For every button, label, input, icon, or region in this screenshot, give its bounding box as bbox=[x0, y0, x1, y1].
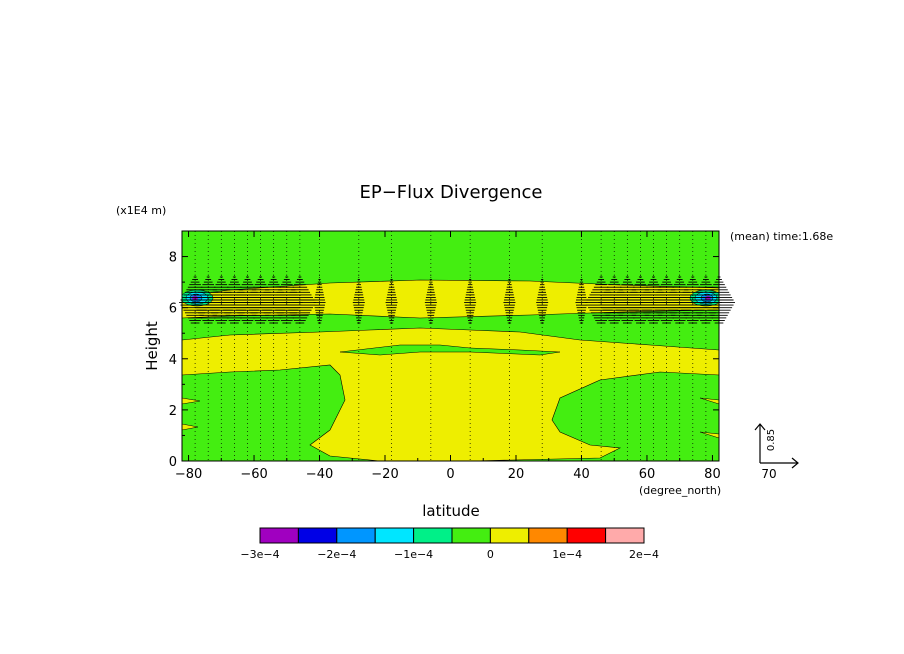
colorbar-label: −2e−4 bbox=[317, 548, 356, 561]
y-tick-label: 6 bbox=[169, 302, 177, 317]
x-tick-label: 40 bbox=[573, 467, 590, 482]
x-tick-label: −20 bbox=[371, 467, 398, 482]
x-tick-label: 80 bbox=[704, 467, 721, 482]
colorbar-label: 1e−4 bbox=[552, 548, 582, 561]
y-tick-label: 8 bbox=[169, 251, 177, 266]
x-unit-label: (degree_north) bbox=[639, 484, 721, 497]
side-note: (mean) time:1.68e bbox=[730, 230, 833, 243]
vector-ref-y-value: 0.85 bbox=[766, 429, 777, 451]
y-axis: 0 2 4 6 8 bbox=[169, 251, 719, 470]
y-tick-label: 0 bbox=[169, 455, 177, 470]
colorbar-swatch bbox=[489, 527, 530, 544]
y-axis-label: Height bbox=[143, 321, 161, 371]
x-axis: −80 −60 −40 −20 0 20 40 60 80 bbox=[175, 231, 721, 482]
vector-column bbox=[283, 274, 316, 324]
patch-right-1 bbox=[699, 397, 719, 405]
patch-right-2 bbox=[699, 431, 719, 439]
vector-column bbox=[503, 274, 516, 324]
y-unit-label: (x1E4 m) bbox=[116, 204, 166, 217]
region-green-tongue bbox=[339, 344, 561, 356]
vector-column bbox=[352, 274, 365, 324]
colorbar-label: −3e−4 bbox=[240, 548, 279, 561]
vector-reference: 0.85 70 bbox=[754, 423, 799, 481]
x-tick-label: −40 bbox=[306, 467, 333, 482]
colorbar-swatch bbox=[528, 527, 568, 544]
vector-ref-x-value: 70 bbox=[761, 467, 776, 481]
x-axis-label: latitude bbox=[422, 502, 480, 520]
vector-column bbox=[424, 274, 437, 324]
vector-column bbox=[536, 274, 549, 324]
colorbar-swatch bbox=[605, 527, 645, 544]
vector-column bbox=[313, 274, 326, 324]
colorbar-swatch bbox=[259, 527, 299, 544]
y-tick-label: 2 bbox=[169, 404, 177, 419]
colorbar-swatch bbox=[413, 527, 453, 544]
colorbar-label: 0 bbox=[487, 548, 494, 561]
contour-field bbox=[182, 231, 719, 461]
x-tick-label: 0 bbox=[446, 467, 454, 482]
colorbar-swatch bbox=[566, 527, 607, 544]
colorbar-label: −1e−4 bbox=[394, 548, 433, 561]
colorbar-swatch bbox=[451, 527, 491, 544]
colorbar: −3e−4 −2e−4 −1e−4 0 1e−4 2e−4 bbox=[240, 527, 659, 561]
colorbar-swatch bbox=[336, 527, 376, 544]
y-tick-label: 4 bbox=[169, 353, 177, 368]
x-tick-label: −60 bbox=[240, 467, 267, 482]
vector-field bbox=[179, 274, 735, 324]
x-tick-label: 20 bbox=[508, 467, 525, 482]
region-tropical-yellow bbox=[182, 327, 719, 461]
colorbar-swatch bbox=[374, 527, 415, 544]
x-tick-label: 60 bbox=[639, 467, 656, 482]
vector-column bbox=[575, 274, 588, 324]
colorbar-label: 2e−4 bbox=[629, 548, 659, 561]
patch-left-1 bbox=[182, 397, 201, 405]
chart-title: EP−Flux Divergence bbox=[360, 182, 543, 203]
x-tick-label: −80 bbox=[175, 467, 202, 482]
vector-column bbox=[464, 274, 477, 324]
vector-column bbox=[385, 274, 398, 324]
colorbar-swatch bbox=[297, 527, 338, 544]
patch-left-2 bbox=[182, 423, 199, 431]
